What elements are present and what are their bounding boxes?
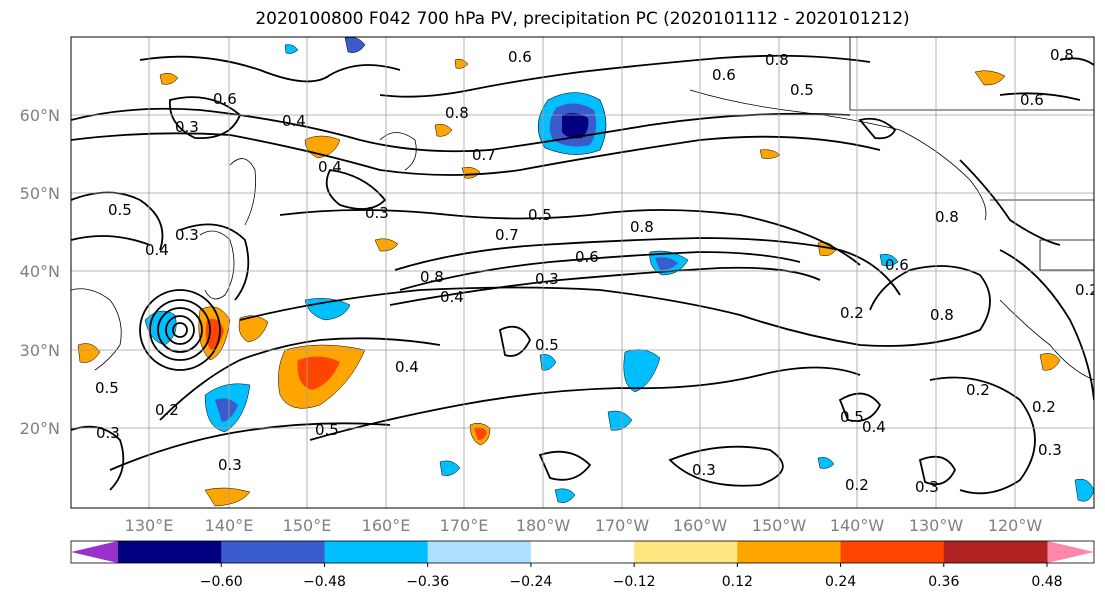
lon-label: 150°W <box>752 516 807 535</box>
coastlines <box>71 37 1094 381</box>
contour-label: 0.3 <box>175 118 199 136</box>
contour-label: 0.6 <box>1020 91 1044 109</box>
contour-label: 0.8 <box>1050 46 1074 64</box>
contour-label: 0.2 <box>966 381 990 399</box>
contour-label: 0.4 <box>395 358 419 376</box>
contour-label: 0.4 <box>440 288 464 306</box>
colorbar-tick-label: 0.48 <box>1031 574 1062 590</box>
contour-label: 0.2 <box>840 304 864 322</box>
colorbar-cell <box>530 541 635 563</box>
lon-label: 150°E <box>283 516 332 535</box>
contour-label: 0.3 <box>1038 441 1062 459</box>
contour-label: 0.8 <box>630 218 654 236</box>
contour-label: 0.8 <box>930 306 954 324</box>
contour-label: 0.6 <box>508 48 532 66</box>
colorbar-cell <box>943 541 1048 563</box>
colorbar-cell <box>840 541 945 563</box>
lon-label: 120°W <box>988 516 1043 535</box>
lon-label: 130°W <box>909 516 964 535</box>
contour-label: 0.8 <box>935 208 959 226</box>
colorbar-extend-low <box>71 541 118 563</box>
contour-label: 0.3 <box>915 478 939 496</box>
contour-label: 0.5 <box>95 379 119 397</box>
contour-labels: 0.6 0.6 0.3 0.4 0.8 0.7 0.6 0.5 0.8 0.6 … <box>95 46 1099 496</box>
contour-label: 0.5 <box>840 408 864 426</box>
colorbar-tick-label: 0.24 <box>825 574 856 590</box>
lon-label: 180°W <box>516 516 571 535</box>
contour-label: 0.5 <box>108 201 132 219</box>
contour-label: 0.2 <box>1075 281 1099 299</box>
contour-label: 0.7 <box>472 146 496 164</box>
contour-label: 0.4 <box>318 158 342 176</box>
contour-label: 0.6 <box>885 256 909 274</box>
contour-label: 0.5 <box>535 336 559 354</box>
colorbar-tick-label: −0.12 <box>613 574 656 590</box>
colorbar-tick-label: 0.12 <box>722 574 753 590</box>
graticule <box>71 37 1094 508</box>
lon-label: 140°W <box>830 516 885 535</box>
lon-label: 140°E <box>205 516 254 535</box>
contour-label: 0.3 <box>96 424 120 442</box>
longitude-labels: 130°E 140°E 150°E 160°E 170°E 180°W 170°… <box>125 516 1043 535</box>
contour-label: 0.4 <box>145 241 169 259</box>
contour-label: 0.5 <box>790 81 814 99</box>
pv-contours <box>71 54 1094 495</box>
colorbar-tick-label: −0.36 <box>406 574 449 590</box>
contour-label: 0.3 <box>218 456 242 474</box>
colorbar-tick-label: −0.48 <box>303 574 346 590</box>
lon-label: 160°E <box>362 516 411 535</box>
contour-label: 0.4 <box>862 418 886 436</box>
contour-label: 0.2 <box>155 401 179 419</box>
colorbar-tick-label: 0.36 <box>928 574 959 590</box>
contour-label: 0.6 <box>575 248 599 266</box>
colorbar-cell <box>634 541 738 563</box>
lon-label: 170°E <box>440 516 489 535</box>
contour-label: 0.8 <box>765 51 789 69</box>
colorbar-extend-high <box>1047 541 1094 563</box>
contour-label: 0.8 <box>420 268 444 286</box>
lat-label: 40°N <box>20 262 60 281</box>
lon-label: 130°E <box>125 516 174 535</box>
map-title: 2020100800 F042 700 hPa PV, precipitatio… <box>255 9 910 29</box>
contour-label: 0.6 <box>213 90 237 108</box>
lat-label: 50°N <box>20 184 60 203</box>
contour-label: 0.3 <box>535 270 559 288</box>
lat-label: 30°N <box>20 341 60 360</box>
colorbar-cell <box>118 541 222 563</box>
lat-label: 60°N <box>20 106 60 125</box>
colorbar-cell <box>221 541 325 563</box>
contour-label: 0.4 <box>282 112 306 130</box>
lat-label: 20°N <box>20 419 60 438</box>
contour-label: 0.6 <box>712 66 736 84</box>
contour-label: 0.7 <box>495 226 519 244</box>
contour-label: 0.2 <box>845 476 869 494</box>
contour-label: 0.3 <box>175 226 199 244</box>
colorbar-tick-label: −0.60 <box>200 574 243 590</box>
contour-label: 0.2 <box>1032 398 1056 416</box>
map-frame <box>70 36 1095 509</box>
lon-label: 170°W <box>595 516 650 535</box>
contour-label: 0.3 <box>692 461 716 479</box>
colorbar-cell <box>324 541 429 563</box>
contour-label: 0.3 <box>365 204 389 222</box>
contour-label: 0.5 <box>315 421 339 439</box>
colorbar: −0.60 −0.48 −0.36 −0.24 −0.12 0.12 0.24 0.36 0.4… <box>70 540 1095 590</box>
latitude-labels: 60°N 50°N 40°N 30°N 20°N <box>20 106 60 438</box>
contour-label: 0.5 <box>528 206 552 224</box>
colorbar-cell <box>737 541 842 563</box>
contour-label: 0.8 <box>445 104 469 122</box>
colorbar-cell <box>427 541 532 563</box>
colorbar-tick-label: −0.24 <box>509 574 552 590</box>
lon-label: 160°W <box>673 516 728 535</box>
